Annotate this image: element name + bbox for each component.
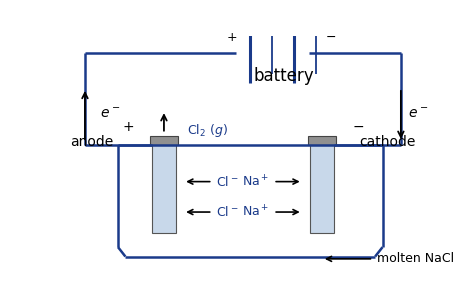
Text: Cl$_2$ $(g)$: Cl$_2$ $(g)$ [187,122,228,139]
Text: $e^-$: $e^-$ [100,107,120,121]
Text: anode: anode [70,135,113,149]
Bar [152,145,176,233]
Text: cathode: cathode [359,135,416,149]
Text: battery: battery [253,67,314,85]
Text: Na$^+$: Na$^+$ [242,174,270,189]
Text: +: + [122,119,134,133]
Bar [150,136,178,145]
Text: Na$^+$: Na$^+$ [242,204,270,220]
Text: −: − [352,119,364,133]
Text: $e^-$: $e^-$ [408,107,428,121]
Bar [310,145,334,233]
Text: −: − [326,31,337,44]
Text: molten NaCl: molten NaCl [377,252,454,265]
Text: +: + [227,31,237,44]
Bar [308,136,336,145]
Text: Cl$^-$: Cl$^-$ [216,174,239,188]
Text: Cl$^-$: Cl$^-$ [216,205,239,219]
